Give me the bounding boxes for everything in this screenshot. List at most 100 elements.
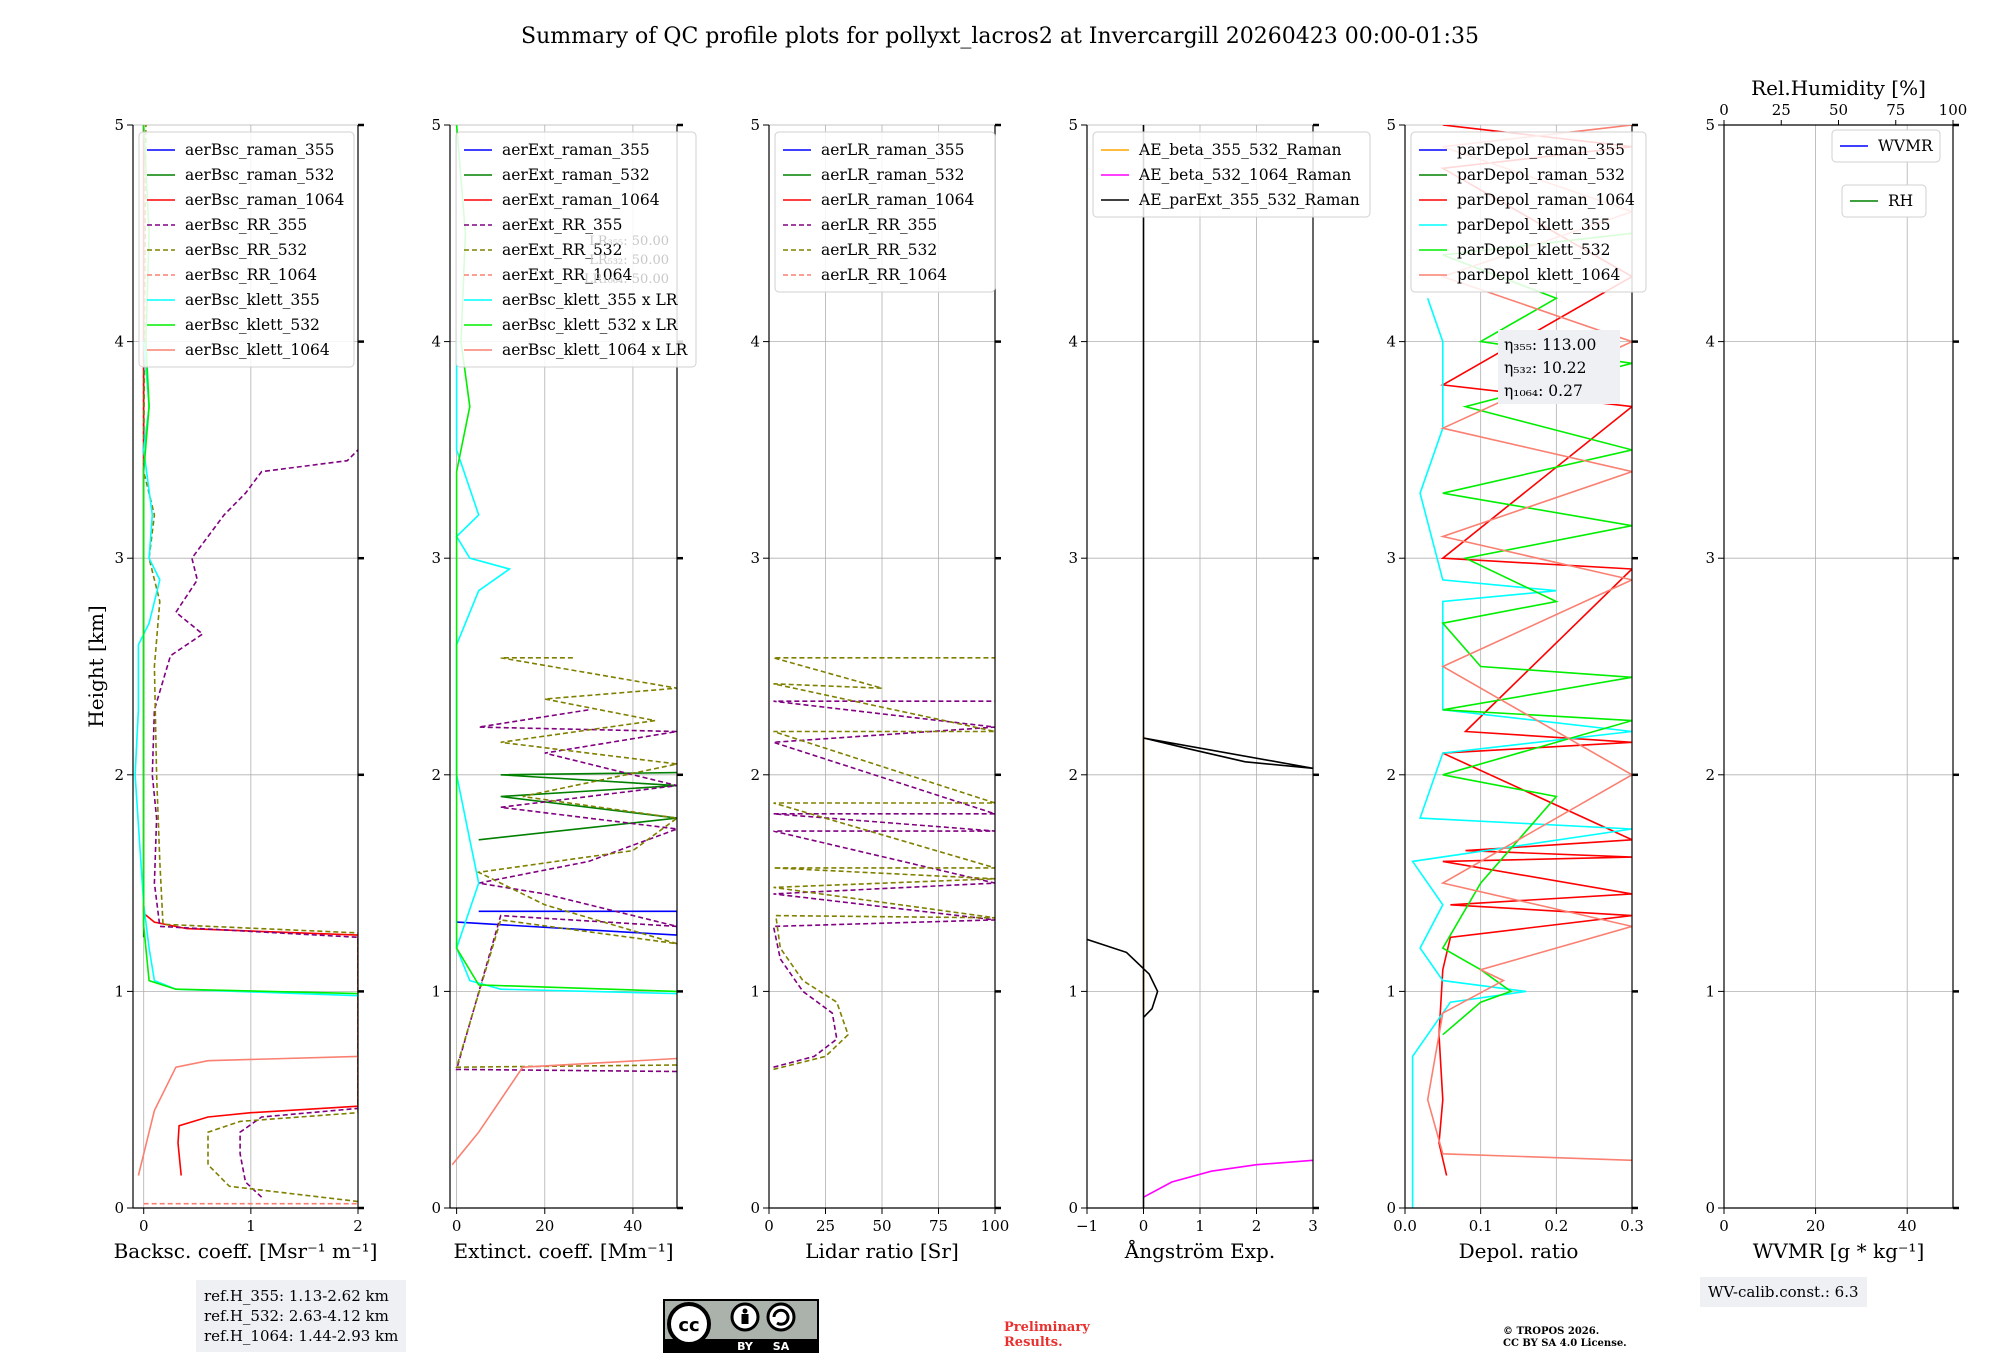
y-tick-label: 1 [1068, 982, 1078, 1000]
legend-label: aerBsc_klett_355 x LR [502, 291, 679, 309]
legend-label: aerExt_RR_355 [502, 216, 623, 234]
legend-label: aerBsc_raman_355 [185, 141, 335, 159]
y-tick-label: 5 [1386, 116, 1396, 134]
x-axis-label: Backsc. coeff. [Msr⁻¹ m⁻¹] [114, 1239, 378, 1263]
legend-box [455, 131, 697, 368]
eta-label: η₃₅₅: 113.00 [1504, 336, 1596, 354]
y-tick-label: 0 [1386, 1199, 1396, 1217]
y-tick-label: 1 [114, 982, 124, 1000]
legend-label: aerBsc_klett_1064 [185, 341, 330, 359]
legend-label: AE_beta_532_1064_Raman [1138, 166, 1351, 184]
y-tick-label: 4 [431, 333, 441, 351]
series-aerExt_raman_532 [478, 771, 677, 841]
legend: WVMR RH [1831, 129, 1941, 218]
x-tick-label: 25 [816, 1217, 835, 1235]
eta-background [1498, 330, 1620, 404]
figure-title: Summary of QC profile plots for pollyxt_… [521, 24, 1479, 49]
legend-box [1831, 129, 1941, 163]
preliminary-line-1: Preliminary [1004, 1320, 1090, 1335]
x-tick-label: 3 [1308, 1217, 1318, 1235]
series-aerExt_raman_355 [456, 910, 677, 936]
legend: parDepol_raman_355 parDepol_raman_532 parD… [1410, 131, 1647, 293]
y-tick-label: 1 [431, 982, 441, 1000]
panel-extinction: 0 1 2 3 4 5 0 20 40 Extinct. coeff. [Mm⁻¹] aerExt_… [431, 116, 697, 1263]
y-tick-label: 2 [1705, 766, 1715, 784]
legend-label: RH [1888, 192, 1913, 210]
legend-label: parDepol_klett_532 [1457, 241, 1610, 259]
legend-label: aerExt_raman_355 [502, 141, 650, 159]
reference-height-box: ref.H_355: 1.13-2.62 km ref.H_532: 2.63-… [196, 1280, 407, 1352]
legend-label: aerBsc_klett_532 [185, 316, 320, 334]
panel-depol: 0 1 2 3 4 5 0.0 0.1 0.2 0.3 Depol. ratio parDepol_r… [1386, 116, 1647, 1263]
series-AE_parExt_355_532_Raman [1087, 125, 1313, 1208]
legend-label: aerLR_RR_355 [821, 216, 937, 234]
panel-backscatter: 0 1 2 3 4 5 0 1 2 Backsc. coeff. [Msr⁻¹ m⁻¹] aerBs… [114, 116, 378, 1263]
legend-label: aerLR_RR_1064 [821, 266, 947, 284]
y-tick-label: 0 [114, 1199, 124, 1217]
lr-note: LR₁₀₆₄: 50.00 [584, 272, 669, 287]
legend-label: parDepol_raman_1064 [1457, 191, 1635, 209]
y-tick-label: 5 [431, 116, 441, 134]
legend-label: WVMR [1878, 137, 1934, 155]
x-tick-label: 0 [764, 1217, 774, 1235]
top-axis-label: Rel.Humidity [%] [1751, 76, 1926, 100]
legend-label: aerBsc_klett_1064 x LR [502, 341, 689, 359]
preliminary-line-2: Results. [1004, 1335, 1063, 1350]
series-aerBsc_RR_532 [142, 125, 358, 1203]
y-tick-label: 3 [114, 549, 124, 567]
y-tick-label: 3 [1386, 549, 1396, 567]
x-tick-label: 20 [535, 1217, 554, 1235]
x-axis-label: Lidar ratio [Sr] [805, 1239, 959, 1263]
y-tick-label: 0 [1068, 1199, 1078, 1217]
y-tick-label: 5 [1068, 116, 1078, 134]
x-tick-label: 40 [623, 1217, 642, 1235]
legend-label: aerBsc_RR_355 [185, 216, 307, 234]
legend-label: aerExt_RR_532 [502, 241, 623, 259]
y-tick-label: 3 [431, 549, 441, 567]
x-tick-label: −1 [1076, 1217, 1098, 1235]
legend-label: aerBsc_RR_1064 [185, 266, 317, 284]
series-aerBsc_klett_1064 [137, 1055, 358, 1176]
series-aerBsc_raman_1064 [142, 125, 358, 1176]
legend-label: aerLR_raman_532 [821, 166, 964, 184]
x-tick-label: 0 [1139, 1217, 1149, 1235]
legend-box [138, 131, 355, 368]
x-tick-label: 20 [1806, 1217, 1825, 1235]
legend: aerLR_raman_355 aerLR_raman_532 aerLR_rama… [774, 131, 996, 293]
refh-532: ref.H_532: 2.63-4.12 km [204, 1307, 389, 1325]
y-tick-label: 2 [750, 766, 760, 784]
legend-box [1410, 131, 1647, 293]
y-tick-label: 2 [1386, 766, 1396, 784]
x-tick-label: 100 [981, 1217, 1010, 1235]
y-tick-label: 4 [1705, 333, 1715, 351]
legend-label: parDepol_klett_355 [1457, 216, 1610, 234]
y-tick-label: 3 [750, 549, 760, 567]
series-aerExt_RR_355 [455, 709, 677, 1073]
sa-share-icon [766, 1302, 796, 1332]
legend-label: parDepol_klett_1064 [1457, 266, 1620, 284]
series-parDepol_klett_355 [1411, 298, 1632, 1208]
lr-note: LR₅₃₂: 50.00 [589, 253, 669, 268]
eta-box: η₃₅₅: 113.00 η₅₃₂: 10.22 η₁₀₆₄: 0.27 [1498, 330, 1620, 404]
legend-label: aerBsc_raman_532 [185, 166, 335, 184]
x-tick-label: 75 [929, 1217, 948, 1235]
y-tick-label: 1 [1386, 982, 1396, 1000]
y-tick-label: 5 [114, 116, 124, 134]
legend-box [1092, 131, 1371, 218]
x-tick-label: 2 [353, 1217, 363, 1235]
legend-label: parDepol_raman_355 [1457, 141, 1625, 159]
x-tick-label: 0.2 [1544, 1217, 1568, 1235]
y-tick-label: 5 [1705, 116, 1715, 134]
y-tick-label: 2 [1068, 766, 1078, 784]
y-tick-label: 5 [750, 116, 760, 134]
y-tick-label: 0 [1705, 1199, 1715, 1217]
series-group [1087, 125, 1313, 1208]
legend-label: aerBsc_klett_532 x LR [502, 316, 679, 334]
legend-label: aerLR_raman_1064 [821, 191, 974, 209]
y-tick-label: 0 [431, 1199, 441, 1217]
top-tick-label: 0 [1719, 101, 1729, 119]
y-tick-label: 1 [1705, 982, 1715, 1000]
cc-sa-label: SA [773, 1340, 790, 1353]
